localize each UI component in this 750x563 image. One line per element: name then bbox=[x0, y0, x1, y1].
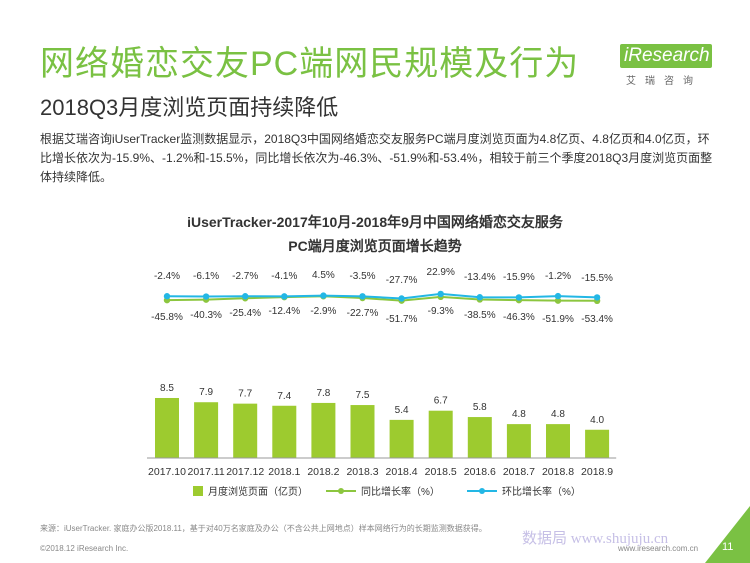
yoy-value-label: -51.9% bbox=[542, 314, 574, 325]
logo-subtext: 艾瑞咨询 bbox=[626, 76, 702, 87]
yoy-value-label: -9.3% bbox=[428, 306, 454, 317]
legend-bar-swatch bbox=[193, 486, 203, 496]
mom-marker bbox=[202, 293, 210, 300]
mom-marker bbox=[437, 290, 444, 298]
mom-marker bbox=[281, 293, 288, 300]
mom-marker bbox=[163, 293, 171, 300]
yoy-value-label: -53.4% bbox=[581, 314, 613, 325]
yoy-value-label: -12.4% bbox=[268, 306, 300, 317]
mom-marker bbox=[320, 292, 327, 299]
mom-line bbox=[166, 292, 598, 300]
page-number: 11 bbox=[722, 541, 734, 553]
x-tick-label: 2017.11 bbox=[188, 466, 225, 478]
mom-value-label: -6.1% bbox=[193, 271, 219, 282]
yoy-value-label: -45.8% bbox=[151, 312, 183, 323]
iresearch-logo: iResearch 艾瑞咨询 bbox=[620, 44, 712, 87]
bar bbox=[350, 405, 375, 458]
bar bbox=[585, 429, 610, 458]
bar bbox=[272, 405, 297, 458]
mom-marker bbox=[242, 293, 249, 300]
copyright-text: ©2018.12 iResearch Inc. bbox=[40, 544, 129, 553]
bar-value-label: 4.8 bbox=[551, 409, 565, 420]
yoy-value-label: -51.7% bbox=[386, 314, 418, 325]
bar-value-label: 4.0 bbox=[590, 415, 604, 426]
bar-value-label: 7.7 bbox=[238, 389, 252, 400]
x-tick-label: 2018.7 bbox=[503, 466, 535, 478]
bar bbox=[311, 402, 336, 458]
bar-value-label: 5.8 bbox=[473, 402, 487, 413]
x-tick-label: 2018.6 bbox=[464, 466, 496, 478]
site-url: www.iresearch.com.cn bbox=[618, 544, 699, 553]
bar-value-label: 6.7 bbox=[434, 396, 448, 407]
yoy-value-label: -40.3% bbox=[190, 310, 222, 321]
bar-value-label: 5.4 bbox=[395, 405, 409, 416]
mom-marker bbox=[515, 294, 523, 301]
yoy-marker bbox=[554, 297, 562, 304]
mom-value-label: -15.5% bbox=[581, 273, 613, 284]
x-tick-label: 2018.3 bbox=[346, 466, 378, 478]
bar bbox=[233, 403, 258, 458]
logo-badge bbox=[620, 44, 712, 68]
yoy-value-label: -25.4% bbox=[229, 308, 261, 319]
bar bbox=[506, 424, 531, 458]
bar-value-label: 4.8 bbox=[512, 409, 526, 420]
mom-value-label: -4.1% bbox=[271, 271, 297, 282]
summary-paragraph: 根据艾瑞咨询iUserTracker监测数据显示，2018Q3中国网络婚恋交友服… bbox=[40, 132, 713, 184]
yoy-value-label: -46.3% bbox=[503, 312, 535, 323]
bar bbox=[194, 402, 219, 458]
watermark: 数据局 www.shujuju.cn bbox=[522, 531, 669, 547]
chart-title-line2: PC端月度浏览页面增长趋势 bbox=[288, 238, 462, 254]
mom-marker bbox=[593, 294, 601, 301]
bar-value-label: 7.5 bbox=[356, 390, 370, 401]
legend-mom-label: 环比增长率（%） bbox=[502, 485, 581, 498]
x-tick-label: 2018.5 bbox=[425, 466, 457, 478]
logo-text: iResearch bbox=[624, 45, 710, 66]
yoy-value-label: -38.5% bbox=[464, 310, 496, 321]
mom-marker bbox=[398, 295, 405, 302]
bar bbox=[428, 410, 453, 458]
legend-mom-marker bbox=[479, 488, 485, 494]
mom-marker bbox=[476, 294, 483, 301]
x-tick-label: 2017.10 bbox=[148, 466, 186, 478]
mom-marker bbox=[554, 292, 562, 300]
bar-value-label: 7.4 bbox=[277, 391, 291, 402]
bar-value-label: 8.5 bbox=[160, 383, 174, 394]
legend-bar-label: 月度浏览页面（亿页） bbox=[208, 485, 308, 498]
mom-value-label: -3.5% bbox=[349, 271, 375, 282]
bar bbox=[546, 424, 570, 458]
x-tick-label: 2017.12 bbox=[226, 466, 264, 478]
bar bbox=[155, 397, 179, 458]
bar-value-label: 7.8 bbox=[316, 388, 330, 399]
mom-value-label: -2.7% bbox=[232, 271, 258, 282]
bar bbox=[467, 417, 492, 458]
x-tick-label: 2018.9 bbox=[581, 466, 613, 478]
yoy-line bbox=[166, 295, 598, 302]
legend-yoy-marker bbox=[338, 488, 344, 494]
x-tick-label: 2018.8 bbox=[542, 466, 574, 478]
bar bbox=[389, 419, 414, 458]
mom-value-label: -2.4% bbox=[154, 271, 180, 282]
bar-value-label: 7.9 bbox=[199, 387, 213, 398]
mom-value-label: -13.4% bbox=[464, 272, 496, 283]
mom-value-label: -27.7% bbox=[386, 275, 418, 286]
page-subtitle: 2018Q3月度浏览页面持续降低 bbox=[40, 95, 339, 120]
x-tick-label: 2018.2 bbox=[307, 466, 339, 478]
legend-yoy-label: 同比增长率（%） bbox=[361, 485, 440, 498]
page-title: 网络婚恋交友PC端网民规模及行为 bbox=[40, 45, 580, 83]
chart-title-line1: iUserTracker-2017年10月-2018年9月中国网络婚恋交友服务 bbox=[187, 214, 563, 230]
mom-value-label: -15.9% bbox=[503, 272, 535, 283]
x-tick-label: 2018.1 bbox=[268, 466, 300, 478]
corner-decoration bbox=[705, 506, 750, 563]
mom-value-label: 22.9% bbox=[427, 267, 455, 278]
x-tick-label: 2018.4 bbox=[386, 466, 418, 478]
mom-marker bbox=[359, 293, 366, 300]
yoy-value-label: -22.7% bbox=[347, 308, 379, 319]
yoy-value-label: -2.9% bbox=[310, 306, 336, 317]
mom-value-label: -1.2% bbox=[545, 271, 571, 282]
mom-value-label: 4.5% bbox=[312, 270, 335, 281]
source-note: 来源：iUserTracker. 家庭办公版2018.11，基于对40万名家庭及… bbox=[40, 524, 487, 533]
